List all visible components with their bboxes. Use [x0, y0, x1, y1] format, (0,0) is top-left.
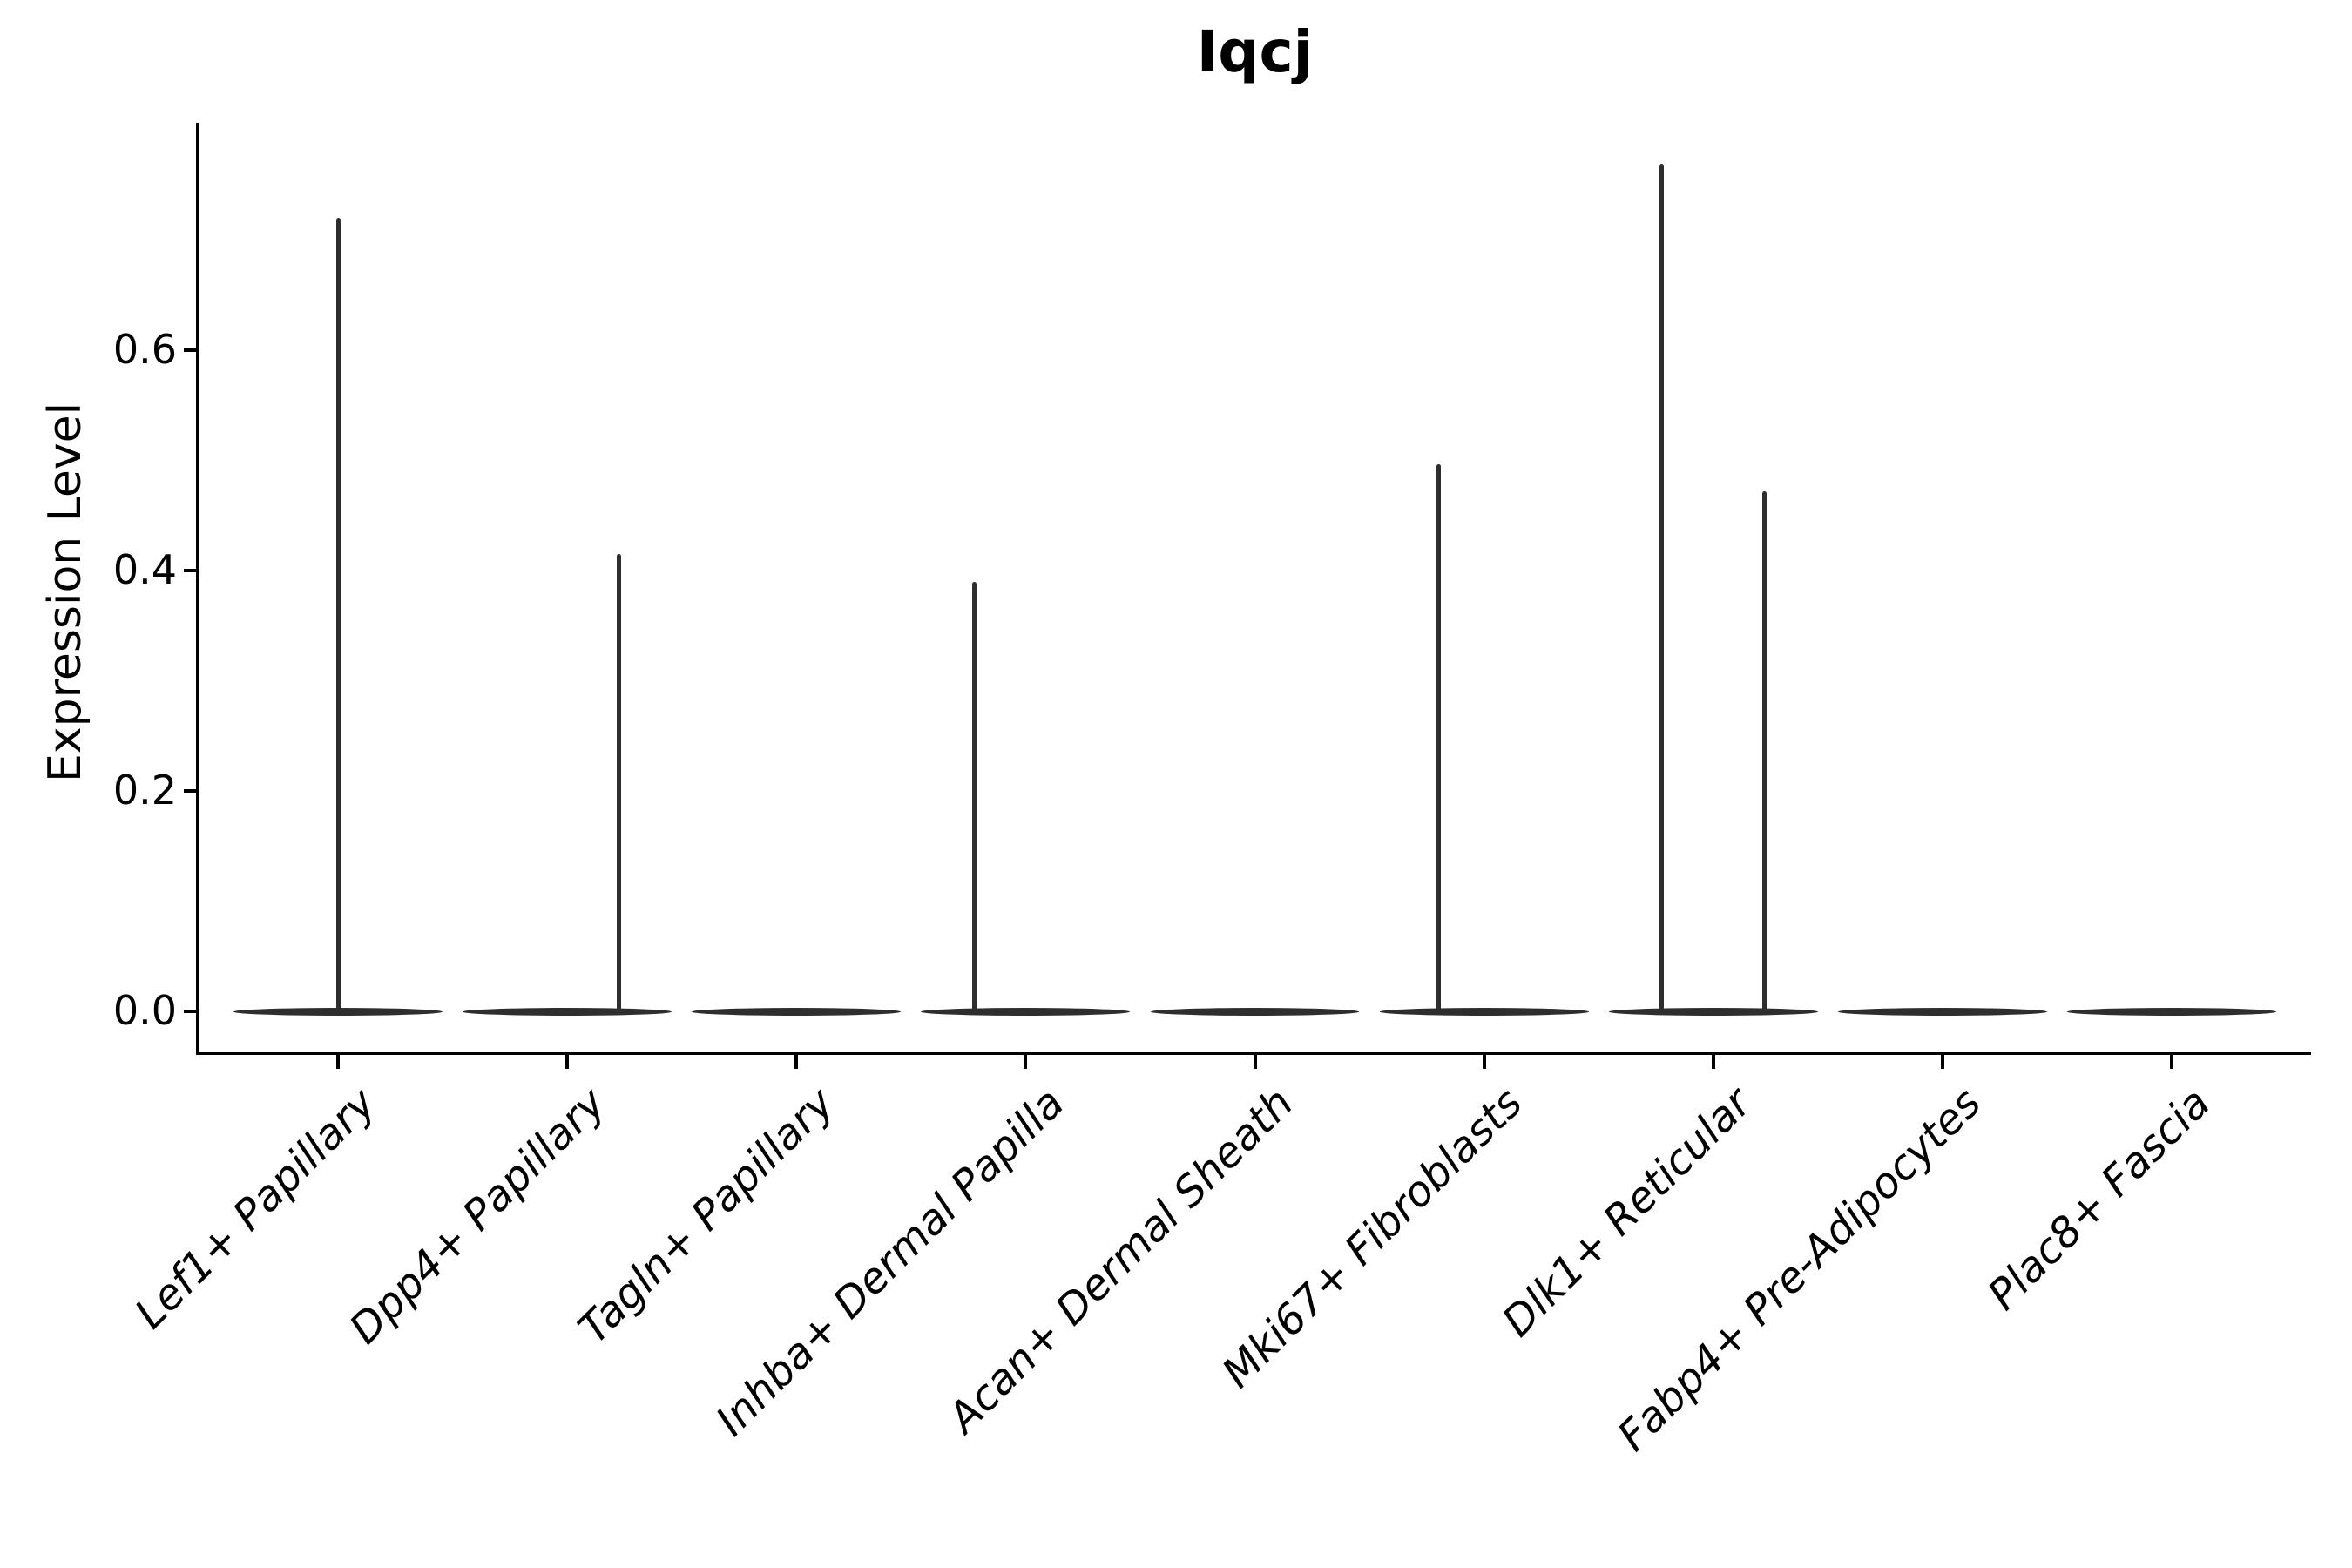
- violin-spike: [1436, 464, 1441, 1012]
- violin-spike: [1762, 490, 1767, 1012]
- chart-title: Iqcj: [1196, 18, 1314, 85]
- violin-body: [1837, 1007, 2047, 1016]
- violin-spike: [1659, 163, 1665, 1012]
- y-axis-label: Expression Level: [39, 402, 91, 783]
- violin-spike: [971, 581, 977, 1012]
- x-tick-label: Tagln+ Papillary: [569, 1078, 845, 1354]
- y-tick: [184, 568, 196, 572]
- violin-spike: [616, 553, 621, 1012]
- violin-body: [233, 1007, 443, 1016]
- x-tick: [565, 1055, 570, 1069]
- x-tick: [2170, 1055, 2173, 1069]
- y-tick: [184, 789, 196, 794]
- y-tick: [184, 1010, 196, 1014]
- y-tick: [184, 348, 196, 352]
- y-tick-label: 0.6: [112, 325, 177, 373]
- x-tick: [1711, 1055, 1715, 1069]
- y-tick-label: 0.0: [112, 987, 177, 1035]
- violin-body: [1608, 1007, 1818, 1016]
- plot-area: Iqcj Expression Level 0.0 0.2 0.4 0.6 Lef1+ …: [39, 24, 2311, 1461]
- violin-spike: [335, 217, 341, 1012]
- y-tick-label: 0.4: [112, 545, 177, 593]
- violin-body: [2067, 1007, 2276, 1016]
- x-tick: [794, 1055, 799, 1069]
- x-tick: [1024, 1055, 1028, 1069]
- x-tick: [336, 1055, 340, 1069]
- violin-body: [1379, 1007, 1589, 1016]
- x-tick-label: Lef1+ Papillary: [125, 1078, 386, 1339]
- x-tick-label: Plac8+ Fascia: [1978, 1078, 2220, 1320]
- y-tick-label: 0.2: [112, 767, 177, 814]
- x-tick: [1253, 1055, 1257, 1069]
- x-tick: [1482, 1055, 1486, 1069]
- violin-body: [921, 1007, 1131, 1016]
- x-tick: [1940, 1055, 1944, 1069]
- violin-body: [1150, 1007, 1360, 1016]
- x-tick-label: Dlk1+ Reticular: [1493, 1078, 1761, 1347]
- violin-body: [463, 1007, 672, 1016]
- x-tick-label: Dpp4+ Papillary: [340, 1078, 615, 1354]
- violin-body: [692, 1007, 902, 1016]
